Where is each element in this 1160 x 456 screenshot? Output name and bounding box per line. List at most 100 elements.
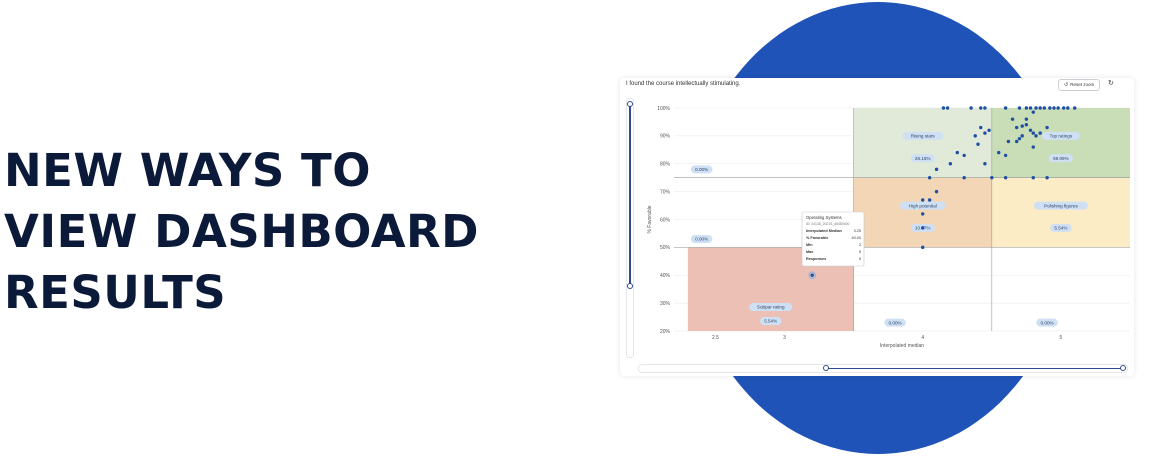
quadrant-name-label-background (749, 303, 793, 311)
quadrant-percent-label-background (1048, 154, 1074, 163)
quadrant-name-label: Rising stars (911, 134, 936, 139)
zero-percent-label: 0.00% (1041, 320, 1054, 325)
data-point (983, 106, 987, 110)
horizontal-slider-range (826, 367, 1122, 369)
data-point (921, 198, 925, 202)
data-point (921, 226, 925, 230)
data-point (983, 162, 987, 166)
headline: NEW WAYS TO VIEW DASHBOARD RESULTS (4, 140, 484, 323)
data-point (990, 175, 994, 180)
zero-percent-label: 0.00% (695, 167, 708, 172)
data-point (997, 150, 1001, 155)
quadrant-region (991, 177, 1130, 248)
data-point (969, 106, 973, 110)
quadrant-name-label: Top ratings (1050, 134, 1073, 139)
data-point (1020, 124, 1024, 128)
zero-percent-label-background (690, 165, 713, 174)
data-point (1028, 106, 1033, 110)
y-tick-label: 90% (660, 134, 671, 140)
data-point (945, 106, 950, 110)
data-point (1024, 123, 1029, 127)
data-point (1045, 175, 1049, 180)
data-point (927, 175, 932, 180)
data-point (962, 153, 966, 158)
y-tick-label: 60% (660, 217, 671, 223)
data-point (1061, 106, 1066, 110)
x-tick-label: 3 (783, 335, 786, 341)
tooltip-row-value: 5 (859, 257, 861, 261)
quadrant-percent-label: 69.09% (1053, 156, 1069, 161)
data-point (1038, 131, 1042, 135)
tooltip-box (801, 211, 865, 267)
data-point (979, 106, 983, 110)
vertical-slider-top-handle[interactable] (626, 101, 633, 107)
data-point (1048, 106, 1052, 110)
data-point (948, 162, 953, 166)
data-point (1024, 117, 1029, 121)
tooltip-row-value: 2 (859, 243, 861, 247)
data-point (1038, 106, 1042, 110)
vertical-range-slider[interactable] (626, 98, 634, 358)
x-axis-title: Interpolated median (880, 343, 924, 349)
zero-percent-label: 0.00% (695, 237, 708, 242)
data-point (1017, 106, 1022, 110)
data-point (979, 125, 983, 130)
x-tick-label: 5 (1060, 335, 1063, 341)
data-point (934, 189, 939, 194)
tooltip-row-label: Max (806, 250, 814, 254)
tooltip-row-label: Interpolated Median (806, 229, 843, 233)
data-point (973, 134, 977, 138)
data-point (1014, 125, 1019, 130)
tooltip-row-value: 5 (859, 250, 861, 254)
x-tick-label: 2.5 (712, 335, 719, 341)
data-point (1010, 117, 1015, 121)
tooltip-subtitle: ID: 24136_2021S_45480400 (806, 222, 849, 226)
data-point (1014, 139, 1019, 144)
chart-question-title: I found the course intellectually stimul… (626, 81, 741, 87)
data-point (1006, 139, 1011, 144)
tooltip-row-label: Responses (806, 257, 826, 261)
data-point (1003, 106, 1008, 110)
data-point (921, 212, 925, 216)
tooltip-title: Operating Systems (806, 215, 842, 220)
data-point (1034, 134, 1038, 138)
data-point (1034, 106, 1038, 110)
horizontal-range-slider[interactable] (638, 364, 1128, 373)
y-tick-label: 40% (660, 273, 671, 279)
data-point (1020, 134, 1024, 138)
data-point (810, 273, 814, 277)
data-point (1017, 136, 1022, 141)
horizontal-slider-left-handle[interactable] (823, 365, 829, 372)
reset-zoom-button[interactable]: ↺ Reset zoom (1058, 79, 1101, 91)
reset-zoom-label: Reset zoom (1070, 82, 1095, 87)
zero-percent-label-background (690, 235, 713, 244)
quadrant-name-label-background (1042, 131, 1080, 140)
data-point (983, 131, 987, 135)
data-point (941, 106, 946, 110)
data-point (1052, 106, 1056, 110)
data-point (1031, 131, 1035, 135)
y-tick-label: 70% (660, 189, 671, 195)
data-point (934, 167, 939, 172)
data-point (1003, 175, 1008, 180)
data-point (1045, 125, 1049, 130)
data-point (1066, 106, 1070, 110)
data-point (1031, 110, 1035, 114)
tooltip-row-value: 40.00 (851, 236, 861, 240)
data-point (976, 142, 980, 146)
horizontal-slider-right-handle[interactable] (1120, 365, 1126, 372)
quadrant-percent-label-background (1050, 223, 1072, 232)
y-axis-title: % Favorable (647, 205, 653, 233)
refresh-icon[interactable]: ↻ (1108, 80, 1114, 87)
quadrant-region (853, 108, 992, 178)
tooltip-row-label: Min (806, 243, 813, 247)
y-tick-label: 30% (660, 301, 671, 307)
data-point (1031, 145, 1035, 149)
quadrant-scatter-chart: 20% 30% 40% 50% 60% 70% 80% 90% 100% 2.5 3 4 5 Interp… (647, 106, 1130, 349)
y-tick-label: 80% (660, 162, 671, 168)
quadrant-percent-label: 5.54% (764, 319, 777, 324)
data-point (1042, 106, 1047, 110)
data-point (955, 150, 959, 155)
vertical-slider-bottom-handle[interactable] (626, 283, 633, 289)
quadrant-name-label-background (899, 201, 946, 210)
